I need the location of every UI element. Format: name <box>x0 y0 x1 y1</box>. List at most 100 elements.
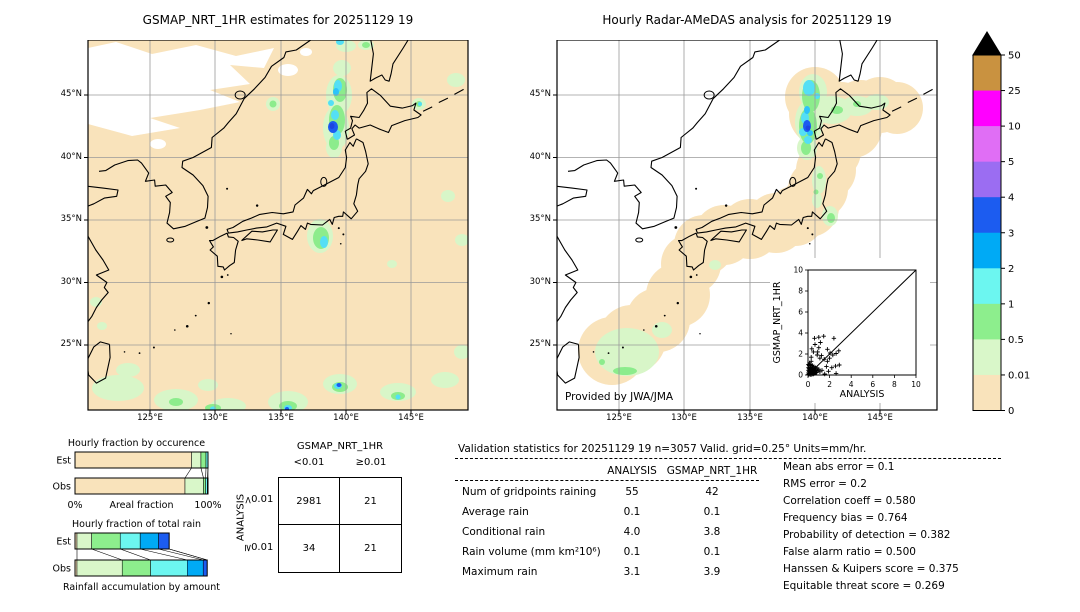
rain-blob <box>333 130 341 140</box>
left-map-ytick: 35°N <box>60 214 82 224</box>
rain-blob <box>805 125 811 131</box>
colorbar-segment <box>973 161 1001 198</box>
right-map-root <box>553 40 938 414</box>
island-dot <box>337 227 340 230</box>
left-map <box>84 40 469 414</box>
scatter-point <box>827 356 832 361</box>
island-dot <box>811 233 814 236</box>
validation-value-gsmap: 42 <box>705 486 719 498</box>
island-dot <box>194 314 197 317</box>
contingency-row-label-1: ≥0.01 <box>241 542 274 553</box>
axis-label: Rainfall accumulation by amount <box>63 582 220 593</box>
score-label: Frequency bias = <box>783 512 878 524</box>
left-map-content <box>88 40 468 410</box>
rain-blob <box>268 391 308 410</box>
bar-segment <box>119 532 141 550</box>
left-map-ytick: 25°N <box>60 339 82 349</box>
bar-segment <box>74 451 192 469</box>
island-dot <box>138 352 141 355</box>
scatter-point <box>819 353 824 358</box>
island-dot <box>724 204 728 207</box>
bar-segment <box>139 532 159 550</box>
bar-outline <box>74 451 209 469</box>
map-frame <box>87 40 469 411</box>
left-map-title: GSMAP_NRT_1HR estimates for 20251129 19 <box>142 13 414 27</box>
bar-outline <box>74 532 170 550</box>
occurrence-chart: Hourly fraction by occurence Est Obs 0% Area… <box>53 438 222 511</box>
coastline <box>557 40 933 384</box>
island-dot <box>621 346 624 349</box>
rain-blob <box>804 136 812 144</box>
contingency-cell-01: 21 <box>340 478 401 525</box>
no-data-patch <box>300 48 312 56</box>
score-value: 0.2 <box>850 478 867 490</box>
island-dot <box>695 274 698 276</box>
island-outline <box>320 176 328 187</box>
bar-segment <box>76 559 123 577</box>
rain-blob <box>709 260 721 270</box>
bar-segment <box>184 477 204 495</box>
island-dot <box>654 324 658 328</box>
island-outline <box>234 90 246 100</box>
scatter-point <box>816 367 821 372</box>
inset-xlabel: ANALYSIS <box>840 389 885 400</box>
score-value: 0.764 <box>877 512 908 524</box>
left-map-xtick: 145°E <box>398 413 424 423</box>
score-item: Mean abs error = 0.1 <box>783 461 894 473</box>
connector-line <box>91 548 123 561</box>
inset-ytick-label: 6 <box>798 308 803 317</box>
inset-xtick-label: 2 <box>827 380 832 389</box>
bar-segment <box>191 451 202 469</box>
rain-blob <box>333 88 339 96</box>
contingency-col-label-0: <0.01 <box>293 457 325 468</box>
no-data-patch <box>278 64 298 76</box>
bar-segment <box>76 532 92 550</box>
scatter-point <box>817 356 823 361</box>
right-map-xtick: 130°E <box>671 413 697 423</box>
right-map <box>553 40 938 414</box>
validation-value-analysis: 0.1 <box>623 546 641 558</box>
validation-value-analysis: 55 <box>625 486 639 498</box>
colorbar-label: 1 <box>1008 299 1014 310</box>
colorbar-label: 3 <box>1008 228 1014 239</box>
rain-blob <box>331 110 339 120</box>
colorbar-label: 10 <box>1008 122 1021 133</box>
rain-blob <box>418 102 422 106</box>
right-map-ytick: 45°N <box>529 89 551 99</box>
island-outline <box>703 90 715 100</box>
rain-blob <box>613 367 637 375</box>
axis-label: Areal fraction <box>109 500 173 511</box>
contingency-col-group: GSMAP_NRT_1HR <box>296 441 384 452</box>
colorbar-label: 0.5 <box>1008 335 1024 346</box>
colorbar-label: 0.01 <box>1008 370 1030 381</box>
score-value: 0.375 <box>928 563 959 575</box>
score-value: 0.500 <box>885 546 916 558</box>
island-dot <box>174 329 176 331</box>
rain-blob <box>329 123 335 129</box>
connector-line <box>140 548 188 561</box>
scatter-point <box>825 347 830 352</box>
bar-segment <box>202 559 208 577</box>
bar-segment <box>203 477 206 495</box>
comparison-operator: ≥ <box>241 543 253 553</box>
right-map-ytick: 25°N <box>529 339 551 349</box>
bar-segment <box>205 477 208 495</box>
inset-ytick-label: 0 <box>798 371 803 380</box>
island-dot <box>663 314 666 317</box>
scatter-point <box>812 342 818 347</box>
score-item: Hanssen & Kuipers score = 0.375 <box>783 563 959 575</box>
colorbar-segment <box>973 339 1001 376</box>
island-dot <box>205 226 209 229</box>
colorbar-label: 4 <box>1008 193 1014 204</box>
scatter-point <box>809 355 814 360</box>
right-map-ytick: 30°N <box>529 276 551 287</box>
contingency-cell-00: 2981 <box>279 478 340 525</box>
connector-line <box>169 548 208 561</box>
inset-ytick-label: 4 <box>798 329 803 338</box>
left-map-ytick: 45°N <box>60 89 82 99</box>
validation-value-analysis: 4.0 <box>623 526 641 538</box>
connector-line <box>120 548 151 561</box>
bar-segment <box>121 559 151 577</box>
no-data-patch <box>111 52 135 64</box>
contingency-table: 2981 21 34 21 <box>278 477 402 573</box>
